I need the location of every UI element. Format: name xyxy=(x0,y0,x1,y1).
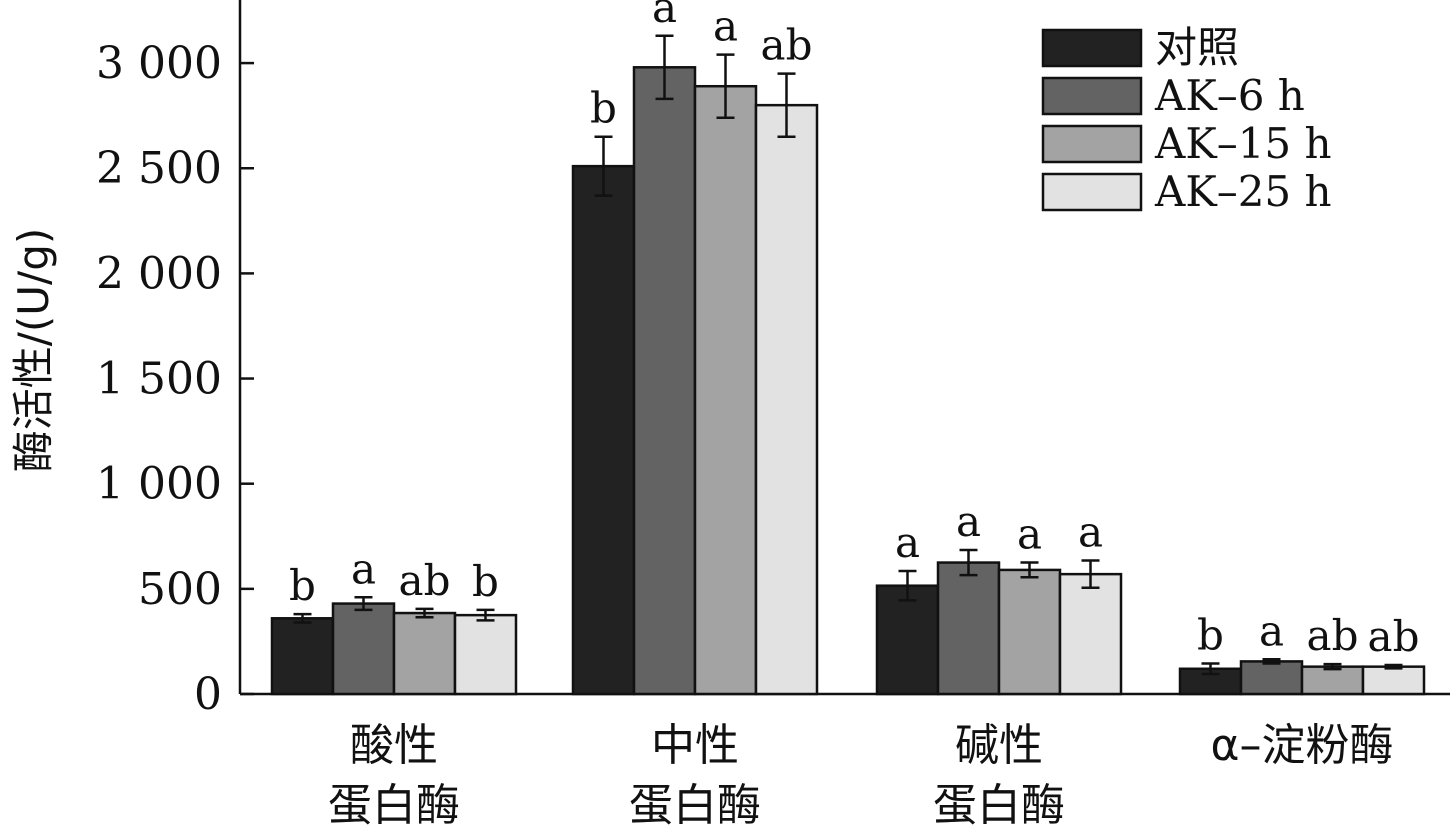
legend-swatch xyxy=(1041,28,1143,68)
significance-label: b xyxy=(472,557,499,606)
legend-swatch xyxy=(1041,124,1143,164)
category-label-line2: 蛋白酶 xyxy=(629,780,761,831)
y-axis: 0 500 1 000 1 500 2 000 2 500 3 000 xyxy=(96,0,254,720)
y-tick-label: 2 000 xyxy=(96,248,222,299)
category-label: α–淀粉酶 xyxy=(1210,720,1393,771)
y-tick-label: 500 xyxy=(138,564,222,615)
legend-swatch xyxy=(1041,172,1143,212)
y-tick-label: 1 000 xyxy=(96,459,222,510)
bar xyxy=(453,613,518,696)
significance-label: a xyxy=(956,497,981,546)
bar xyxy=(392,611,457,696)
significance-label: b xyxy=(1197,611,1224,660)
bar xyxy=(1058,572,1123,696)
bar xyxy=(1300,665,1365,696)
category-label: 中性 xyxy=(651,720,739,771)
significance-label: a xyxy=(1078,507,1103,556)
legend-label: AK–15 h xyxy=(1154,119,1332,168)
category-label-line2: 蛋白酶 xyxy=(933,780,1065,831)
significance-label: a xyxy=(713,2,738,51)
bar xyxy=(1361,665,1426,696)
significance-label: ab xyxy=(1307,611,1359,660)
significance-label: ab xyxy=(399,556,451,605)
y-tick-label: 2 500 xyxy=(96,143,222,194)
bar xyxy=(632,66,697,696)
category-label: 碱性 xyxy=(955,720,1043,771)
significance-label: b xyxy=(590,84,617,133)
bar xyxy=(875,584,940,696)
legend-label: AK–6 h xyxy=(1154,71,1305,120)
bar xyxy=(270,617,335,696)
bar xyxy=(571,164,636,696)
category-label-line2: 蛋白酶 xyxy=(328,780,460,831)
y-axis-label: 酶活性/(U/g) xyxy=(9,228,58,472)
bars: b a ab bba a aba a a ab a ab ab xyxy=(270,0,1426,696)
bar xyxy=(936,561,1001,696)
bar xyxy=(1239,660,1304,696)
y-tick-label: 3 000 xyxy=(96,38,222,89)
legend-label: 对照 xyxy=(1155,23,1239,72)
significance-label: a xyxy=(351,544,376,593)
bar xyxy=(997,568,1062,696)
significance-label: a xyxy=(1017,510,1042,559)
significance-label: a xyxy=(1259,606,1284,655)
bar xyxy=(754,103,819,696)
significance-label: ab xyxy=(1368,612,1420,661)
significance-label: a xyxy=(895,518,920,567)
category-label: 酸性 xyxy=(350,720,438,771)
bar xyxy=(693,84,758,696)
legend-label: AK–25 h xyxy=(1154,167,1332,216)
legend-swatch xyxy=(1041,76,1143,116)
y-tick-label: 1 500 xyxy=(96,354,222,405)
bar xyxy=(331,602,396,696)
significance-label: ab xyxy=(761,21,813,70)
significance-label: a xyxy=(652,0,677,32)
y-tick-label: 0 xyxy=(194,669,222,720)
significance-label: b xyxy=(289,561,316,610)
